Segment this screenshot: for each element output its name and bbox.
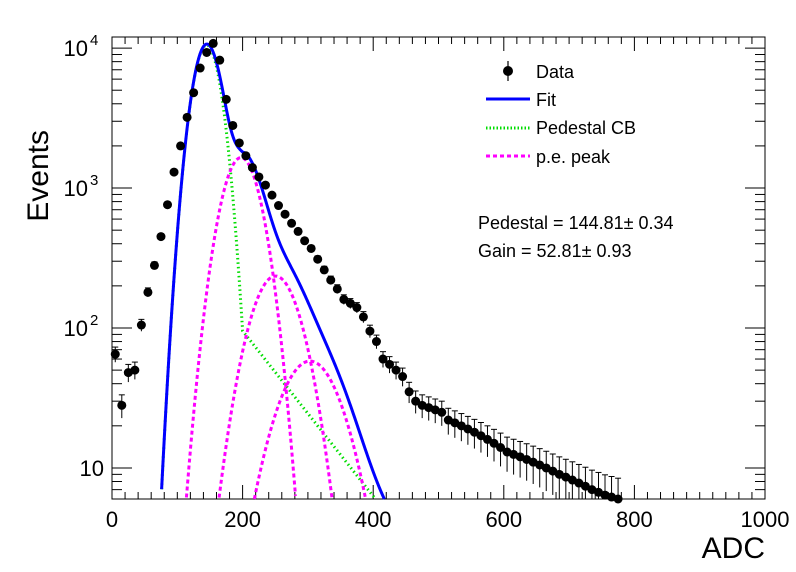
x-tick-label: 200 [224,507,261,532]
fit-curves [160,42,386,500]
x-tick-label: 1000 [741,507,790,532]
legend: Data Fit Pedestal CB p.e. peak [486,61,636,167]
y-axis-title: Events [22,130,55,222]
data-point [437,407,447,417]
x-tick-label: 800 [616,507,653,532]
data-point [176,141,186,151]
data-point [143,287,153,297]
data-point [221,94,231,104]
data-point [345,298,355,308]
legend-pe-label: p.e. peak [536,147,611,167]
data-point [404,387,414,397]
data-point [149,260,159,270]
data-point [385,359,395,369]
data-point [313,254,323,264]
data-point [208,38,218,48]
pe-peak-curve-2 [217,274,334,499]
legend-data-marker [503,66,513,76]
x-axis-ticks [111,37,766,499]
data-point [247,163,257,173]
data-point [110,349,120,359]
data-point [287,218,297,228]
data-points [110,38,623,504]
y-tick-label: 10 [64,36,88,61]
pe-peak-curve-3 [252,359,367,500]
data-point [391,365,401,375]
gain-annotation: Gain = 52.81± 0.93 [478,241,632,261]
data-point [326,275,336,285]
pedestal-annotation: Pedestal = 144.81± 0.34 [478,213,674,233]
legend-pedestal-label: Pedestal CB [536,118,636,138]
data-point [352,303,362,313]
data-point [613,494,623,504]
x-tick-label: 400 [355,507,392,532]
data-point [156,232,166,242]
y-tick-exponent: 4 [90,32,98,49]
data-point [339,294,349,304]
data-point [319,265,329,275]
data-point [163,200,173,210]
data-point [489,438,499,448]
data-point [274,201,284,211]
data-point [260,180,270,190]
y-tick-exponent: 2 [90,312,98,329]
data-point [411,396,421,406]
data-point [365,326,375,336]
y-tick-label: 10 [64,316,88,341]
data-point [202,47,212,57]
legend-data-label: Data [536,62,575,82]
plot-frame [111,36,766,500]
x-tick-labels: 0 200 400 600 800 1000 [106,507,790,532]
x-tick-label: 600 [485,507,522,532]
data-point [241,151,251,161]
x-axis-title: ADC [702,532,765,565]
data-point [293,226,303,236]
data-point [169,167,179,177]
data-point [378,354,388,364]
y-tick-label: 10 [80,456,104,481]
data-point [195,63,205,73]
fit-curve [160,42,386,500]
x-tick-label: 0 [106,507,118,532]
data-point [189,88,199,98]
data-point [496,442,506,452]
data-point [254,172,264,182]
data-point [215,55,225,65]
data-point [234,138,244,148]
data-point [482,434,492,444]
data-point [306,243,316,253]
data-point [332,284,342,294]
data-point [267,190,277,200]
y-tick-label: 10 [64,176,88,201]
legend-fit-label: Fit [536,90,556,110]
data-point [476,431,486,441]
pe-peak-curve-1 [184,156,297,498]
data-point [228,120,238,130]
data-point [130,365,140,375]
y-axis-ticks [112,47,765,500]
data-point [280,209,290,219]
data-point [136,320,146,330]
data-point [117,400,127,410]
y-tick-exponent: 3 [90,172,98,189]
data-point [300,236,310,246]
pedestal-cb-curve [160,43,377,500]
data-point [182,112,192,122]
data-point [358,312,368,322]
data-point [398,372,408,382]
data-point [371,337,381,347]
